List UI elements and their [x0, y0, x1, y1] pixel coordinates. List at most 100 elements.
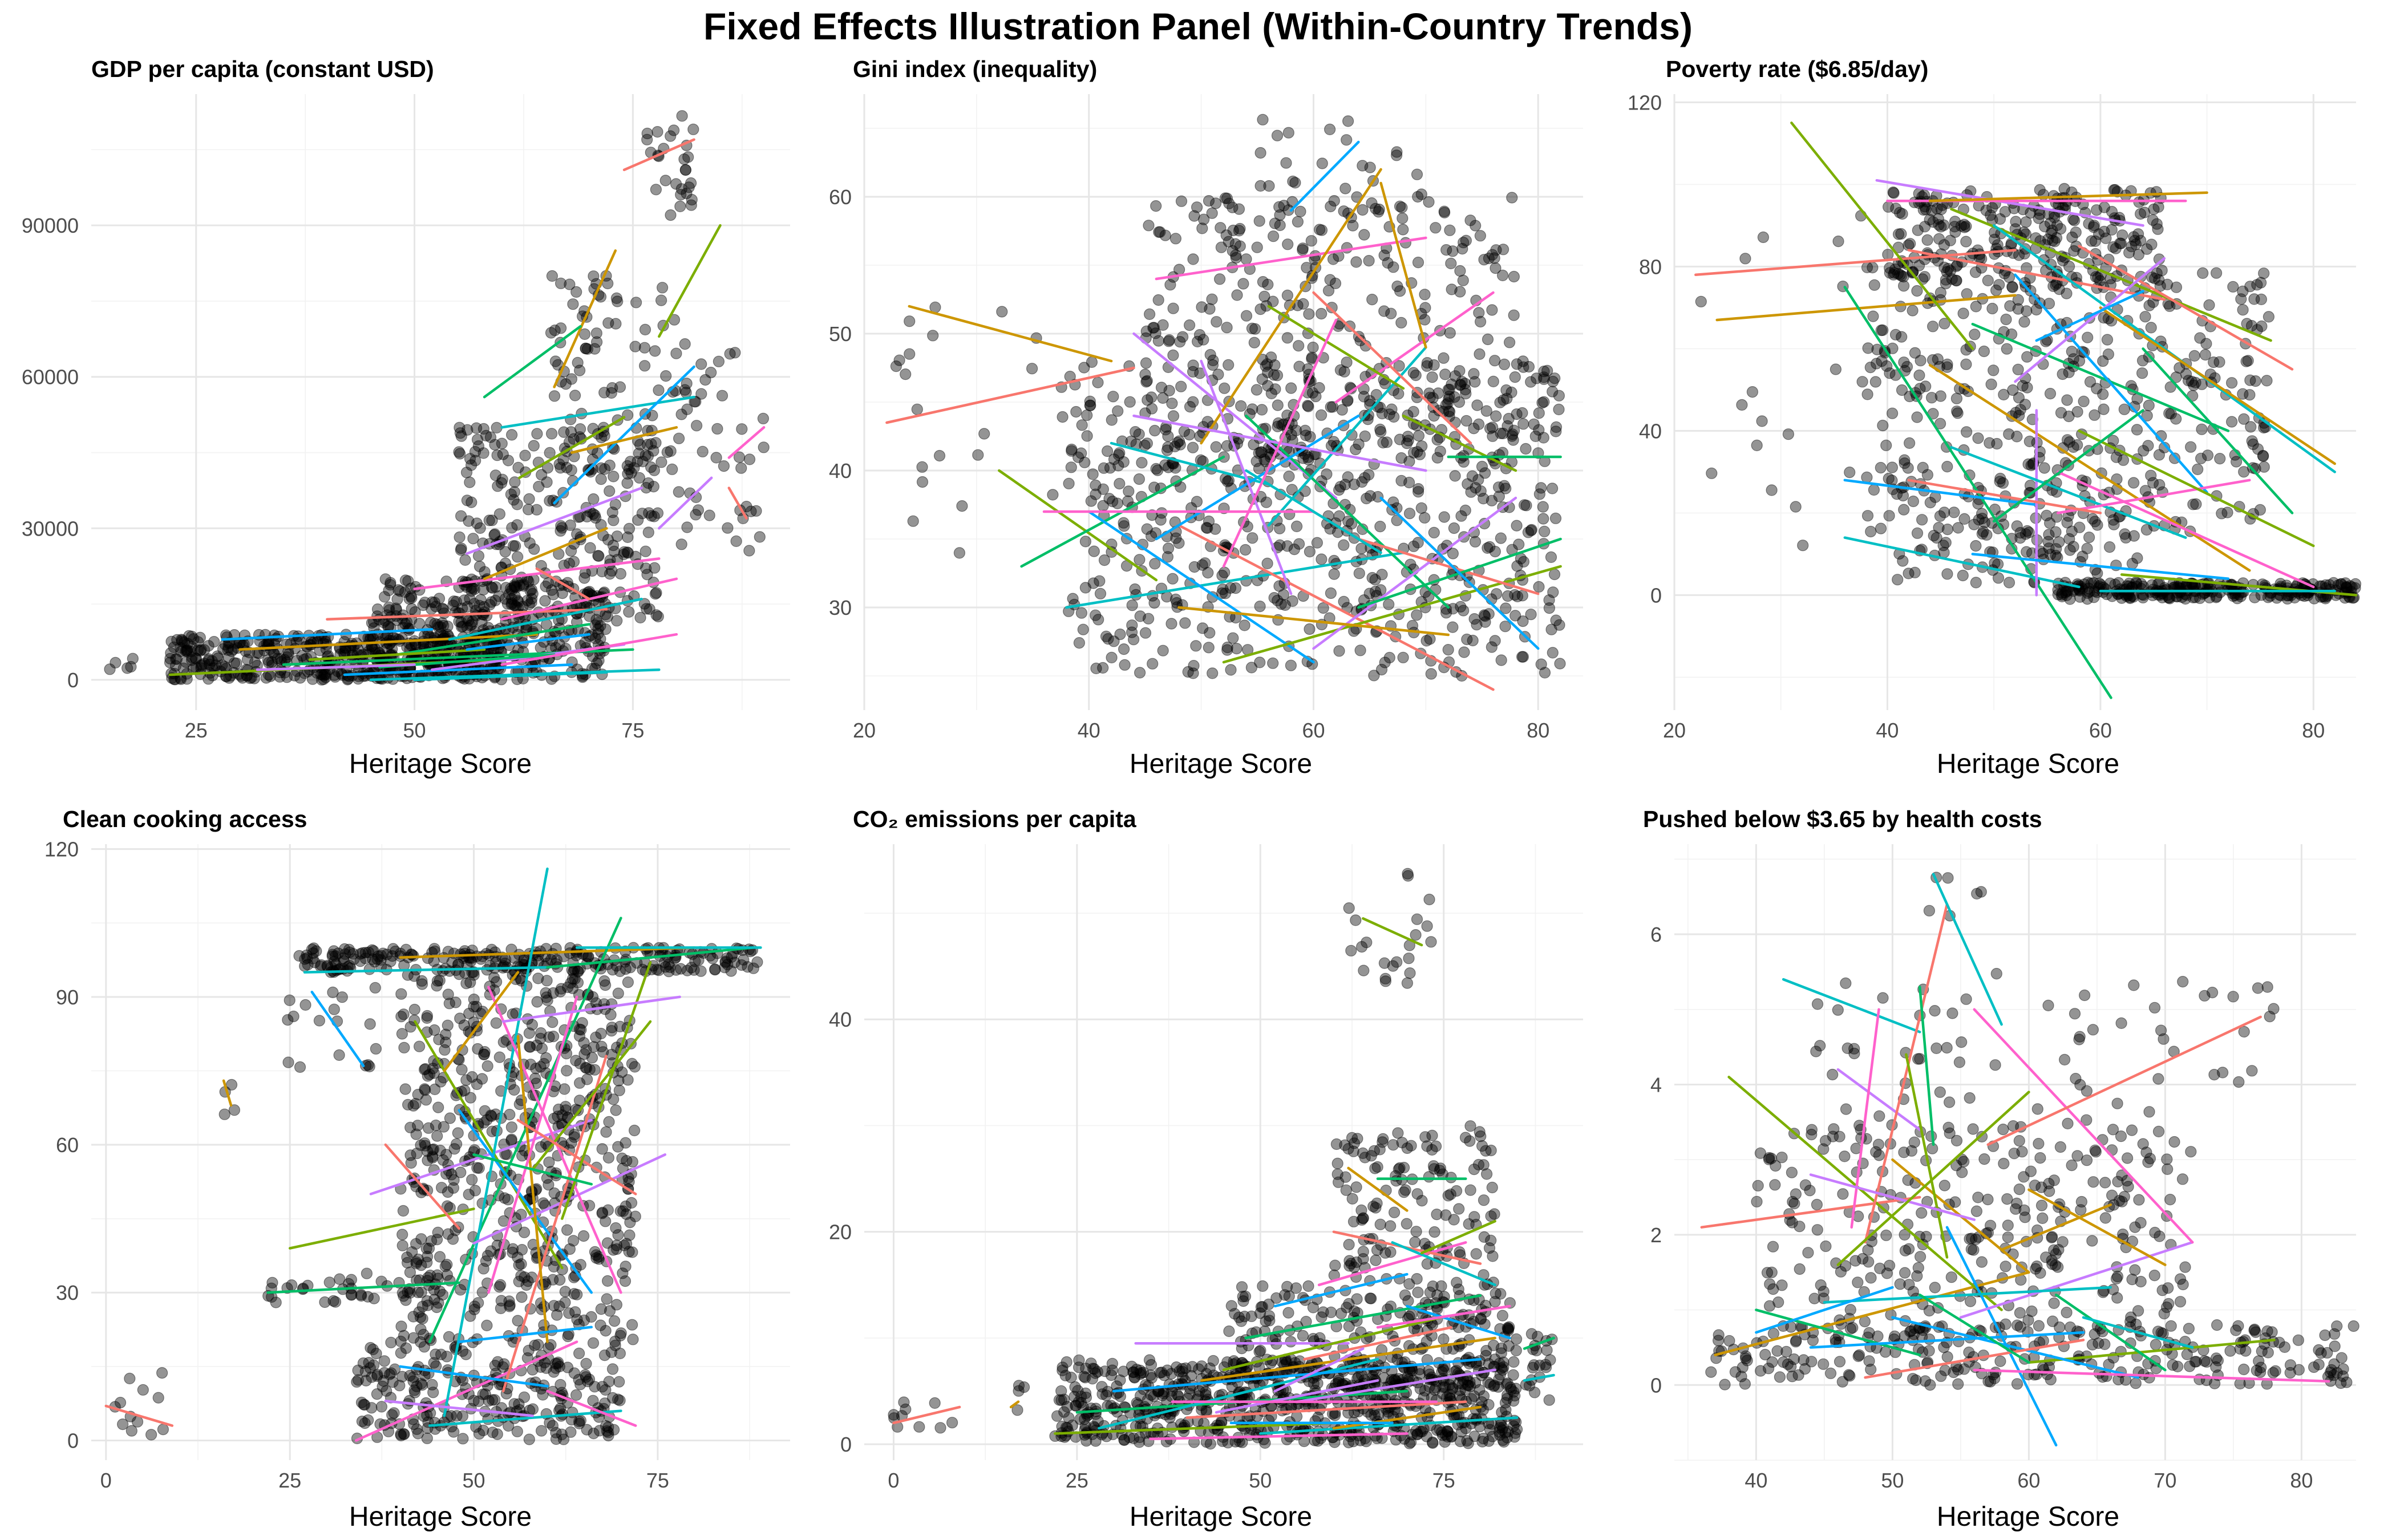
data-point — [1119, 659, 1131, 671]
data-point — [370, 1043, 382, 1055]
data-point — [1790, 501, 1802, 513]
data-point — [1431, 433, 1443, 446]
data-point — [1235, 400, 1247, 412]
data-point — [1511, 590, 1524, 602]
data-point — [1152, 294, 1164, 306]
data-point — [398, 1041, 410, 1053]
data-point — [1219, 382, 1231, 394]
data-point — [470, 455, 481, 467]
data-point — [1970, 301, 1982, 313]
data-point — [1240, 310, 1253, 322]
data-point — [164, 656, 176, 668]
data-point — [1196, 301, 1208, 313]
data-point — [369, 982, 381, 994]
data-point — [1454, 265, 1466, 277]
data-point — [1942, 263, 1954, 275]
data-point — [1388, 411, 1400, 423]
data-point — [268, 629, 280, 642]
data-point — [1934, 390, 1946, 402]
data-point — [1411, 609, 1423, 621]
data-point — [1338, 205, 1350, 217]
data-point — [528, 543, 540, 555]
data-point — [549, 1357, 562, 1369]
data-point — [1397, 224, 1409, 236]
data-point — [2130, 576, 2142, 589]
data-point — [623, 606, 635, 618]
data-point — [318, 673, 330, 686]
data-point — [1882, 249, 1894, 261]
data-point — [217, 643, 229, 655]
data-point — [451, 1410, 463, 1422]
data-point — [371, 1388, 383, 1400]
data-point — [1097, 483, 1110, 495]
data-point — [124, 1372, 136, 1384]
data-point — [474, 522, 486, 534]
data-point — [1307, 341, 1319, 354]
data-point — [1517, 651, 1529, 663]
data-point — [535, 1425, 548, 1437]
data-point — [455, 510, 467, 522]
data-point — [1948, 506, 1960, 518]
data-point — [2261, 375, 2273, 387]
data-point — [1875, 461, 1887, 474]
data-point — [446, 1169, 458, 1181]
data-point — [719, 957, 731, 968]
data-point — [1961, 288, 1973, 300]
data-point — [1381, 436, 1393, 448]
data-point — [1403, 476, 1415, 489]
data-point — [1246, 532, 1258, 544]
data-point — [1204, 627, 1216, 639]
data-point — [1856, 376, 1868, 388]
data-point — [601, 1293, 613, 1305]
data-point — [736, 423, 748, 435]
data-point — [2001, 343, 2013, 355]
data-point — [1438, 205, 1450, 217]
data-point — [1286, 595, 1298, 607]
data-point — [1957, 569, 1969, 582]
data-point — [2064, 593, 2076, 605]
data-point — [2098, 403, 2110, 415]
data-point — [2132, 249, 2144, 261]
data-point — [473, 561, 486, 573]
y-tick-label: 90000 — [22, 214, 79, 237]
data-point — [1363, 469, 1375, 481]
data-point — [476, 1073, 488, 1085]
data-point — [1458, 237, 1470, 249]
data-point — [1271, 129, 1284, 141]
data-point — [296, 650, 308, 662]
data-point — [907, 515, 919, 527]
data-point — [2245, 319, 2258, 332]
data-point — [604, 485, 616, 497]
data-point — [1152, 464, 1164, 476]
data-point — [1868, 279, 1880, 291]
data-point — [596, 1207, 608, 1219]
data-point — [531, 504, 543, 516]
data-point — [481, 1319, 493, 1331]
data-point — [152, 1392, 164, 1404]
data-point — [1415, 502, 1427, 514]
data-point — [956, 500, 968, 512]
data-point — [1493, 449, 1505, 461]
data-point — [2136, 367, 2148, 379]
data-point — [699, 374, 711, 386]
data-point — [1498, 394, 1509, 406]
data-point — [1126, 599, 1138, 611]
data-point — [1191, 201, 1203, 213]
data-point — [489, 469, 501, 481]
data-point — [386, 1409, 398, 1421]
data-point — [600, 1384, 612, 1396]
data-point — [1304, 545, 1316, 558]
data-point — [2226, 377, 2238, 389]
data-point — [1302, 400, 1314, 412]
data-point — [2089, 516, 2101, 528]
data-point — [547, 1016, 558, 1028]
data-point — [333, 1049, 345, 1061]
data-point — [185, 646, 197, 658]
data-point — [1157, 392, 1169, 404]
data-point — [1917, 204, 1929, 216]
data-point — [457, 1433, 469, 1445]
data-point — [1892, 574, 1904, 586]
data-point — [1941, 358, 1953, 370]
data-point — [673, 486, 685, 498]
y-tick-label: 60 — [829, 185, 852, 209]
